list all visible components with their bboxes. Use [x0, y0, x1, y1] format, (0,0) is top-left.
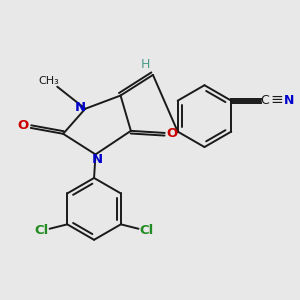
Text: C: C — [260, 94, 269, 107]
Text: O: O — [17, 119, 28, 132]
Text: H: H — [141, 58, 150, 71]
Text: N: N — [284, 94, 294, 107]
Text: N: N — [74, 101, 86, 114]
Text: O: O — [167, 127, 178, 140]
Text: CH₃: CH₃ — [38, 76, 59, 86]
Text: Cl: Cl — [139, 224, 154, 237]
Text: N: N — [92, 153, 103, 166]
Text: Cl: Cl — [34, 224, 49, 237]
Text: ≡: ≡ — [271, 92, 284, 107]
